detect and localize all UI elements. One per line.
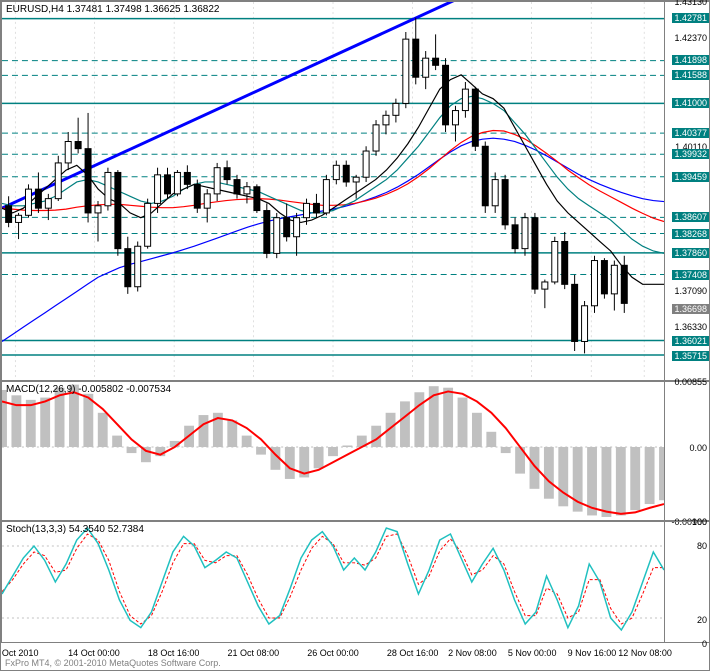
footer: FxPro MT4, © 2001-2010 MetaQuotes Softwa… (1, 658, 710, 671)
main-plot-area[interactable]: EURUSD,H4 1.37481 1.37498 1.36625 1.3682… (2, 2, 664, 380)
stoch-svg (2, 522, 664, 642)
stoch-y-axis: 10080200 (664, 522, 709, 642)
macd-plot-area[interactable]: MACD(12,26,9) -0.005802 -0.007534 (2, 382, 664, 520)
stoch-plot-area[interactable]: Stoch(13,3,3) 54.3540 52.7384 (2, 522, 664, 642)
main-price-panel: EURUSD,H4 1.37481 1.37498 1.36625 1.3682… (1, 1, 710, 381)
main-title: EURUSD,H4 1.37481 1.37498 1.36625 1.3682… (6, 4, 220, 15)
stoch-panel: Stoch(13,3,3) 54.3540 52.7384 10080200 (1, 521, 710, 643)
macd-title: MACD(12,26,9) -0.005802 -0.007534 (6, 384, 171, 395)
x-axis: 11 Oct 201014 Oct 00:0018 Oct 16:0021 Oc… (1, 643, 710, 658)
macd-svg (2, 382, 664, 520)
chart-container: EURUSD,H4 1.37481 1.37498 1.36625 1.3682… (0, 0, 710, 671)
macd-y-axis: 0.008550.00-0.00960 (664, 382, 709, 520)
footer-text: FxPro MT4, © 2001-2010 MetaQuotes Softwa… (5, 658, 221, 668)
main-chart-svg (2, 2, 664, 380)
main-y-axis: 1.431301.423701.401101.370901.363301.427… (664, 2, 709, 380)
macd-panel: MACD(12,26,9) -0.005802 -0.007534 0.0085… (1, 381, 710, 521)
stoch-title: Stoch(13,3,3) 54.3540 52.7384 (6, 524, 144, 535)
